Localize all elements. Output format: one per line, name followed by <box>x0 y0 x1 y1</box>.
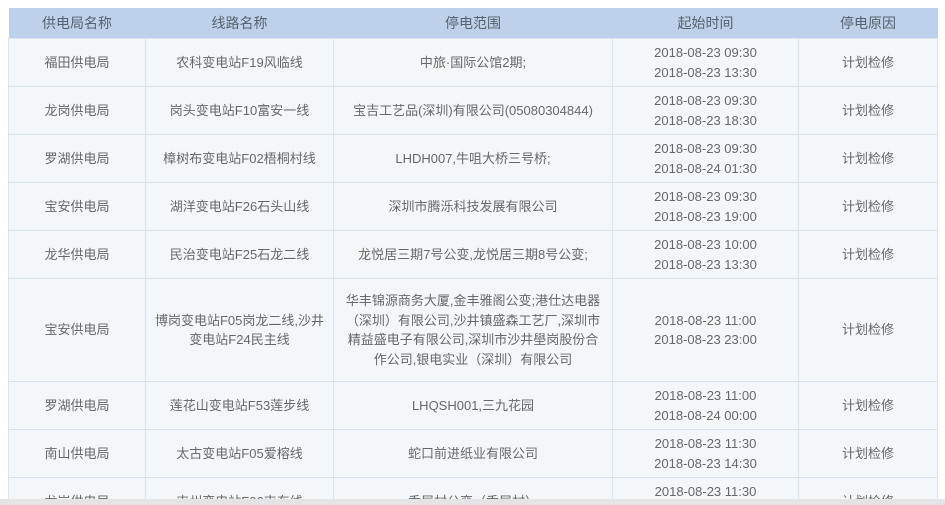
start-time: 2018-08-23 11:00 <box>654 312 757 328</box>
cell-time: 2018-08-23 11:30 2018-08-23 14:30 <box>612 429 799 478</box>
start-time: 2018-08-23 09:30 <box>654 189 757 204</box>
cell-line: 博岗变电站F05岗龙二线,沙井变电站F24民主线 <box>145 278 334 382</box>
cell-reason: 计划检修 <box>798 381 938 430</box>
table-row: 罗湖供电局 莲花山变电站F53莲步线 LHQSH001,三九花园 2018-08… <box>8 381 938 430</box>
table-row: 龙华供电局 民治变电站F25石龙二线 龙悦居三期7号公变,龙悦居三期8号公变; … <box>8 230 938 279</box>
table-row: 福田供电局 农科变电站F19风临线 中旅·国际公馆2期; 2018-08-23 … <box>8 38 938 87</box>
cell-line: 岗头变电站F10富安一线 <box>145 86 334 135</box>
cell-bureau: 福田供电局 <box>8 38 146 87</box>
cell-bureau: 宝安供电局 <box>8 182 146 231</box>
end-time: 2018-08-23 13:30 <box>654 64 757 80</box>
start-time: 2018-08-23 09:30 <box>654 93 757 108</box>
start-time: 2018-08-23 11:30 <box>654 484 757 499</box>
cell-time: 2018-08-23 09:30 2018-08-23 19:00 <box>612 182 799 231</box>
cell-reason: 计划检修 <box>798 38 938 87</box>
cell-line: 太古变电站F05爱榕线 <box>145 429 334 478</box>
table-row: 宝安供电局 湖洋变电站F26石头山线 深圳市腾泺科技发展有限公司 2018-08… <box>8 182 938 231</box>
cell-line: 湖洋变电站F26石头山线 <box>145 182 334 231</box>
end-time: 2018-08-23 14:30 <box>654 455 757 471</box>
cell-scope: 蛇口前进纸业有限公司 <box>333 429 613 478</box>
cell-bureau: 龙华供电局 <box>8 230 146 279</box>
end-time: 2018-08-24 00:00 <box>654 407 757 423</box>
cell-line: 莲花山变电站F53莲步线 <box>145 381 334 430</box>
cell-bureau: 宝安供电局 <box>8 278 146 382</box>
cell-line: 樟树布变电站F02梧桐村线 <box>145 134 334 183</box>
cell-time: 2018-08-23 11:00 2018-08-24 00:00 <box>612 381 799 430</box>
cell-time: 2018-08-23 11:00 2018-08-23 23:00 <box>612 278 799 382</box>
cell-reason: 计划检修 <box>798 230 938 279</box>
table-row: 宝安供电局 博岗变电站F05岗龙二线,沙井变电站F24民主线 华丰锦源商务大厦,… <box>8 278 938 382</box>
start-time: 2018-08-23 09:30 <box>654 45 757 60</box>
end-time: 2018-08-23 18:30 <box>654 112 757 128</box>
col-header-line: 线路名称 <box>145 8 334 39</box>
cell-scope: 龙悦居三期7号公变,龙悦居三期8号公变; <box>333 230 613 279</box>
cell-time: 2018-08-23 10:00 2018-08-23 13:30 <box>612 230 799 279</box>
cell-reason: 计划检修 <box>798 429 938 478</box>
table-row: 南山供电局 太古变电站F05爱榕线 蛇口前进纸业有限公司 2018-08-23 … <box>8 429 938 478</box>
outage-table: 供电局名称 线路名称 停电范围 起始时间 停电原因 福田供电局 农科变电站F19… <box>8 8 938 505</box>
start-time: 2018-08-23 11:00 <box>654 388 757 403</box>
cell-bureau: 罗湖供电局 <box>8 134 146 183</box>
cell-reason: 计划检修 <box>798 86 938 135</box>
end-time: 2018-08-23 13:30 <box>654 256 757 272</box>
cell-reason: 计划检修 <box>798 134 938 183</box>
cell-scope: 深圳市腾泺科技发展有限公司 <box>333 182 613 231</box>
cell-bureau: 龙岗供电局 <box>8 477 146 505</box>
cell-scope: 宝吉工艺品(深圳)有限公司(05080304844) <box>333 86 613 135</box>
end-time: 2018-08-23 23:00 <box>654 332 757 347</box>
header-row: 供电局名称 线路名称 停电范围 起始时间 停电原因 <box>8 8 938 39</box>
cell-reason: 计划检修 <box>798 278 938 382</box>
col-header-time: 起始时间 <box>612 8 799 39</box>
table-row: 龙岗供电局 岗头变电站F10富安一线 宝吉工艺品(深圳)有限公司(0508030… <box>8 86 938 135</box>
cell-bureau: 罗湖供电局 <box>8 381 146 430</box>
cell-time: 2018-08-23 09:30 2018-08-24 01:30 <box>612 134 799 183</box>
col-header-bureau: 供电局名称 <box>8 8 146 39</box>
cell-scope: LHQSH001,三九花园 <box>333 381 613 430</box>
cell-line: 民治变电站F25石龙二线 <box>145 230 334 279</box>
cell-scope: 中旅·国际公馆2期; <box>333 38 613 87</box>
cell-scope: LHDH007,牛咀大桥三号桥; <box>333 134 613 183</box>
start-time: 2018-08-23 11:30 <box>654 436 757 451</box>
cell-time: 2018-08-23 09:30 2018-08-23 13:30 <box>612 38 799 87</box>
cell-scope: 华丰锦源商务大厦,金丰雅阁公变;港仕达电器（深圳）有限公司,沙井镇盛森工艺厂,深… <box>333 278 613 382</box>
cell-time: 2018-08-23 09:30 2018-08-23 18:30 <box>612 86 799 135</box>
start-time: 2018-08-23 10:00 <box>654 237 757 252</box>
col-header-reason: 停电原因 <box>798 8 938 39</box>
end-time: 2018-08-23 19:00 <box>654 208 757 224</box>
end-time: 2018-08-24 01:30 <box>654 160 757 176</box>
col-header-scope: 停电范围 <box>333 8 613 39</box>
bottom-strip <box>0 499 945 505</box>
cell-bureau: 南山供电局 <box>8 429 146 478</box>
table-row: 罗湖供电局 樟树布变电站F02梧桐村线 LHDH007,牛咀大桥三号桥; 201… <box>8 134 938 183</box>
cell-line: 农科变电站F19风临线 <box>145 38 334 87</box>
start-time: 2018-08-23 09:30 <box>654 141 757 156</box>
cell-bureau: 龙岗供电局 <box>8 86 146 135</box>
cell-reason: 计划检修 <box>798 182 938 231</box>
